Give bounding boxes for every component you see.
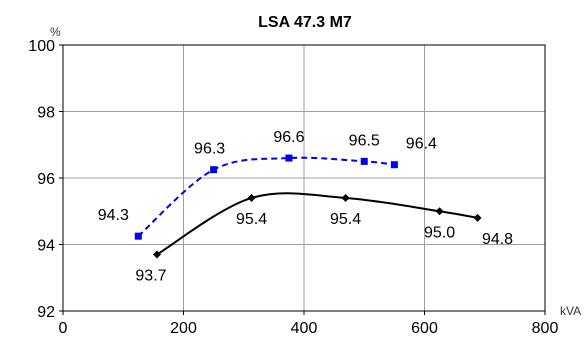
series-2-line bbox=[156, 192, 478, 256]
series-2-point bbox=[435, 207, 444, 216]
series-1-data-label: 94.3 bbox=[98, 207, 129, 224]
series-2-data-label: 95.4 bbox=[236, 211, 267, 228]
y-tick-label: 98 bbox=[37, 105, 55, 122]
y-unit-label: % bbox=[50, 25, 61, 39]
y-tick-label: 92 bbox=[37, 304, 55, 321]
series-2-point bbox=[473, 213, 482, 222]
x-tick-label: 600 bbox=[411, 320, 438, 337]
series-1-point bbox=[360, 157, 368, 165]
series-1-data-label: 96.4 bbox=[406, 136, 437, 153]
y-tick-label: 100 bbox=[28, 38, 55, 55]
x-tick-label: 400 bbox=[291, 320, 318, 337]
y-tick-labels: 92 94 96 98 100 bbox=[28, 38, 63, 321]
x-tick-label: 800 bbox=[532, 320, 559, 337]
y-tick-label: 96 bbox=[37, 171, 55, 188]
series-1-point bbox=[390, 161, 398, 169]
series-1-point bbox=[134, 232, 142, 240]
series-2-data-label: 95.0 bbox=[424, 224, 455, 241]
series-1-point bbox=[210, 166, 218, 174]
x-tick-label: 200 bbox=[170, 320, 197, 337]
series-2-point bbox=[341, 193, 350, 202]
series-layer: 94.3 96.3 96.6 96.5 96.4 93.7 95.4 95.4 95.0 94.8 bbox=[98, 129, 513, 284]
series-2-data-label: 93.7 bbox=[135, 267, 166, 284]
x-tick-labels: 0 200 400 600 800 bbox=[59, 311, 559, 337]
chart-title: LSA 47.3 M7 bbox=[258, 14, 352, 31]
series-2-data-label: 95.4 bbox=[330, 211, 361, 228]
series-2-point bbox=[247, 193, 256, 202]
series-1-data-label: 96.3 bbox=[194, 141, 225, 158]
series-1-point bbox=[285, 154, 293, 162]
series-1-line bbox=[137, 156, 395, 237]
series-2-point bbox=[152, 250, 161, 259]
x-tick-label: 0 bbox=[59, 320, 68, 337]
x-unit-label: kVA bbox=[560, 304, 581, 318]
series-1-data-label: 96.6 bbox=[273, 129, 304, 146]
series-1-data-label: 96.5 bbox=[349, 132, 380, 149]
y-tick-label: 94 bbox=[37, 238, 55, 255]
series-2-data-label: 94.8 bbox=[482, 231, 513, 248]
